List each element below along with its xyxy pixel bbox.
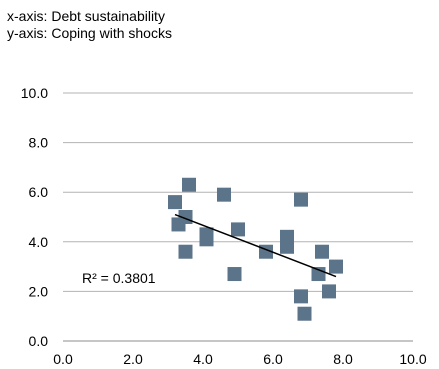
gridlines (63, 92, 413, 342)
data-point (294, 289, 308, 304)
data-point (322, 284, 336, 299)
data-point (294, 192, 308, 207)
data-point (280, 239, 294, 254)
trendline (174, 213, 337, 278)
data-points (168, 177, 343, 321)
y-tick-labels: 0.0 2.0 4.0 6.0 8.0 10.0 (21, 85, 48, 349)
x-tick-label: 0.0 (53, 351, 73, 367)
data-point (315, 244, 329, 259)
data-point (217, 187, 231, 202)
data-point (227, 267, 242, 282)
x-tick-label: 2.0 (123, 351, 143, 367)
y-tick-label: 8.0 (29, 135, 49, 151)
x-axis-caption: x-axis: Debt sustainability (7, 8, 165, 24)
r-squared-label: R² = 0.3801 (82, 270, 156, 286)
x-tick-label: 6.0 (263, 351, 283, 367)
data-point (182, 177, 196, 192)
y-tick-label: 10.0 (21, 85, 48, 101)
x-tick-label: 4.0 (193, 351, 213, 367)
y-tick-label: 2.0 (29, 283, 49, 299)
x-tick-label: 8.0 (333, 351, 353, 367)
data-point (178, 244, 193, 259)
x-tick-label: 10.0 (399, 351, 426, 367)
y-tick-label: 6.0 (29, 184, 49, 200)
y-tick-label: 4.0 (29, 234, 49, 250)
data-point (297, 306, 312, 321)
y-axis-caption: y-axis: Coping with shocks (7, 25, 172, 41)
y-tick-label: 0.0 (29, 333, 49, 349)
data-point (329, 259, 343, 274)
data-point (199, 232, 214, 247)
x-tick-labels: 0.0 2.0 4.0 6.0 8.0 10.0 (53, 351, 427, 367)
data-point (168, 195, 182, 210)
data-point (231, 222, 245, 237)
